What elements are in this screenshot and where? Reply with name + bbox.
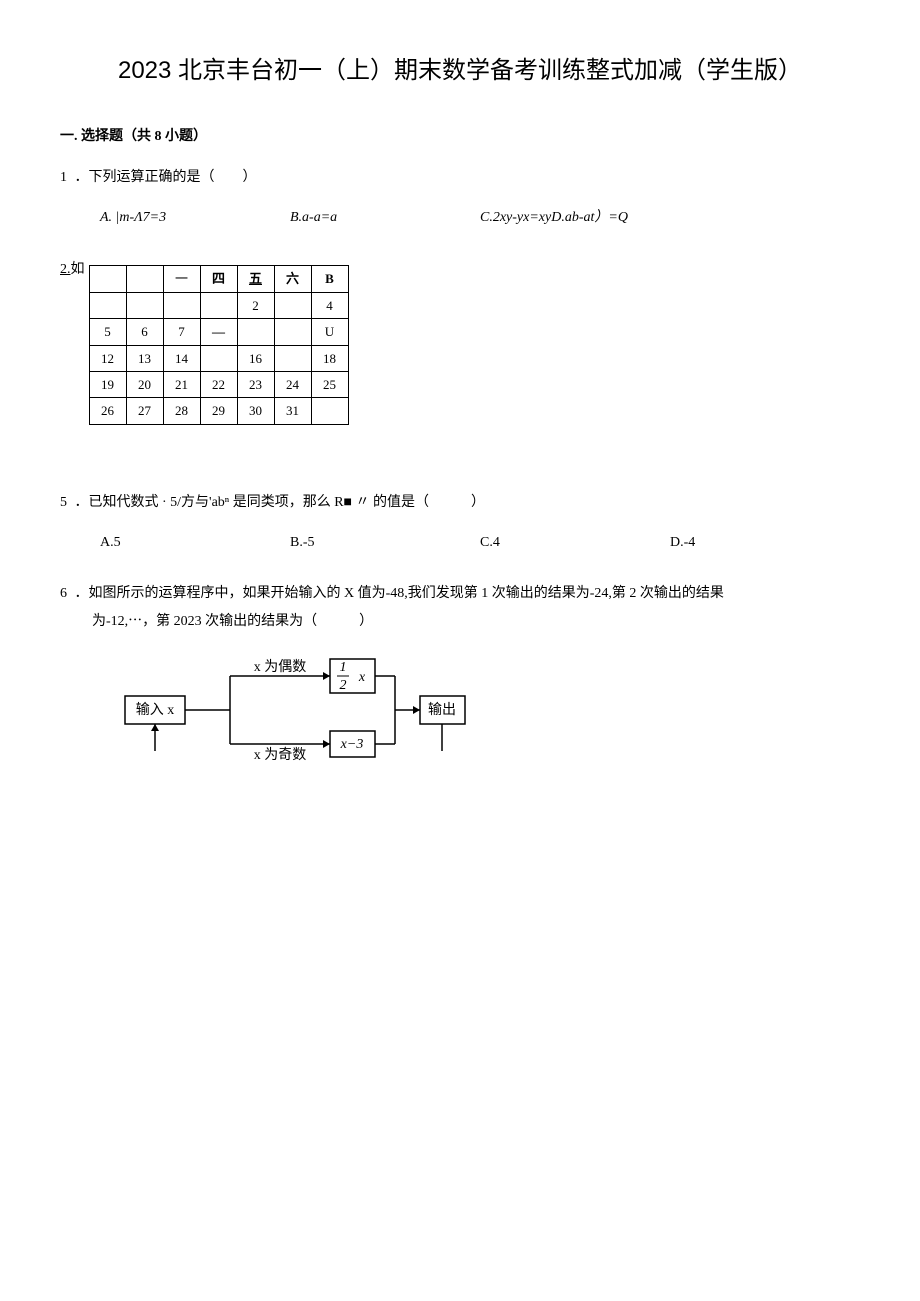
q1-number: 1 [60, 165, 67, 190]
cal-r5-4: 30 [237, 398, 274, 424]
q5-option-b: B.-5 [290, 530, 480, 555]
cal-r3-5 [274, 345, 311, 371]
calendar-row-3: 12 13 14 16 18 [89, 345, 348, 371]
question-6: 6 ．如图所示的运算程序中，如果开始输入的 X 值为-48,我们发现第 1 次输… [60, 580, 860, 771]
q1-text: ．下列运算正确的是（ ） [75, 170, 257, 185]
flowchart-diagram: 输入 x x 为偶数 x 为奇数 1 2 x x−3 [120, 651, 860, 771]
arrow-bottom [323, 740, 330, 748]
question-5: 5 ．已知代数式 · 5/方与'abⁿ 是同类项，那么 R■ 〃 的值是（ ） … [60, 490, 860, 555]
cal-r2-4 [237, 319, 274, 345]
cal-r2-5 [274, 319, 311, 345]
cal-r2-1: 6 [126, 319, 163, 345]
arrow-top [323, 672, 330, 680]
odd-label: x 为奇数 [254, 746, 307, 763]
cal-r3-4: 16 [237, 345, 274, 371]
cal-r3-3 [200, 345, 237, 371]
cal-r5-1: 27 [126, 398, 163, 424]
question-1: 1 ．下列运算正确的是（ ） A. |m-Λ7=3 B.a-a=a C.2xy-… [60, 165, 860, 230]
cal-h-6: B [311, 266, 348, 292]
cal-h-3: 四 [200, 266, 237, 292]
section-header: 一. 选择题（共 8 小题） [60, 125, 860, 145]
arrow-output [413, 706, 420, 714]
cal-r4-3: 22 [200, 371, 237, 397]
cal-r1-3 [200, 292, 237, 318]
cal-r4-2: 21 [163, 371, 200, 397]
input-label: 输入 x [136, 702, 175, 718]
q6-line2: 为-12,⋯，第 2023 次输出的结果为（ ） [60, 614, 373, 629]
cal-r1-4: 2 [237, 292, 274, 318]
q5-text: ．已知代数式 · 5/方与'abⁿ 是同类项，那么 R■ 〃 的值是（ ） [75, 495, 486, 510]
cal-r2-2: 7 [163, 319, 200, 345]
cal-r4-0: 19 [89, 371, 126, 397]
q5-option-d: D.-4 [670, 530, 860, 555]
cal-r2-0: 5 [89, 319, 126, 345]
cal-r1-5 [274, 292, 311, 318]
flowchart-svg: 输入 x x 为偶数 x 为奇数 1 2 x x−3 [120, 651, 480, 771]
calendar-table: 一 四 五 六 B 2 4 5 6 7 — U 12 13 14 [89, 265, 349, 424]
q1-option-c: C.2xy-yx=xyD.ab-at）=Q [480, 205, 860, 230]
q5-option-a: A.5 [100, 530, 290, 555]
calendar-row-5: 26 27 28 29 30 31 [89, 398, 348, 424]
cal-h-1 [126, 266, 163, 292]
cal-r5-6 [311, 398, 348, 424]
cal-r5-5: 31 [274, 398, 311, 424]
page-title: 2023 北京丰台初一（上）期末数学备考训练整式加减（学生版） [60, 50, 860, 85]
cal-r1-1 [126, 292, 163, 318]
half-num: 1 [340, 660, 347, 675]
cal-r2-6: U [311, 319, 348, 345]
output-label: 输出 [428, 702, 456, 718]
cal-r5-0: 26 [89, 398, 126, 424]
cal-r5-3: 29 [200, 398, 237, 424]
calendar-row-2: 5 6 7 — U [89, 319, 348, 345]
cal-r4-6: 25 [311, 371, 348, 397]
cal-h-5: 六 [274, 266, 311, 292]
cal-r3-0: 12 [89, 345, 126, 371]
cal-r1-2 [163, 292, 200, 318]
calendar-row-1: 2 4 [89, 292, 348, 318]
spacer [60, 450, 860, 490]
cal-r4-4: 23 [237, 371, 274, 397]
cal-r3-1: 13 [126, 345, 163, 371]
half-den: 2 [340, 678, 347, 693]
half-var: x [358, 670, 366, 685]
question-2: 2.如 一 四 五 六 B 2 4 5 6 7 — U [60, 255, 860, 424]
even-label: x 为偶数 [254, 659, 307, 675]
calendar-header-row: 一 四 五 六 B [89, 266, 348, 292]
q2-number: 2.如 [60, 255, 85, 282]
cal-h-2: 一 [163, 266, 200, 292]
cal-h-4: 五 [237, 266, 274, 292]
q6-number: 6 [60, 580, 67, 608]
q6-line1: ．如图所示的运算程序中，如果开始输入的 X 值为-48,我们发现第 1 次输出的… [75, 586, 724, 601]
q5-option-c: C.4 [480, 530, 670, 555]
cal-r3-2: 14 [163, 345, 200, 371]
cal-r1-0 [89, 292, 126, 318]
cal-r2-3: — [200, 319, 237, 345]
half-box [330, 659, 375, 693]
cal-r4-5: 24 [274, 371, 311, 397]
q5-number: 5 [60, 490, 67, 515]
minus-label: x−3 [340, 737, 364, 752]
q1-option-b: B.a-a=a [290, 205, 480, 230]
cal-r3-6: 18 [311, 345, 348, 371]
q5-options: A.5 B.-5 C.4 D.-4 [60, 530, 860, 555]
cal-r5-2: 28 [163, 398, 200, 424]
cal-r4-1: 20 [126, 371, 163, 397]
calendar-row-4: 19 20 21 22 23 24 25 [89, 371, 348, 397]
arrow-feedback [151, 724, 159, 731]
cal-r1-6: 4 [311, 292, 348, 318]
cal-h-0 [89, 266, 126, 292]
q1-options: A. |m-Λ7=3 B.a-a=a C.2xy-yx=xyD.ab-at）=Q [60, 205, 860, 230]
q1-option-a: A. |m-Λ7=3 [100, 205, 290, 230]
